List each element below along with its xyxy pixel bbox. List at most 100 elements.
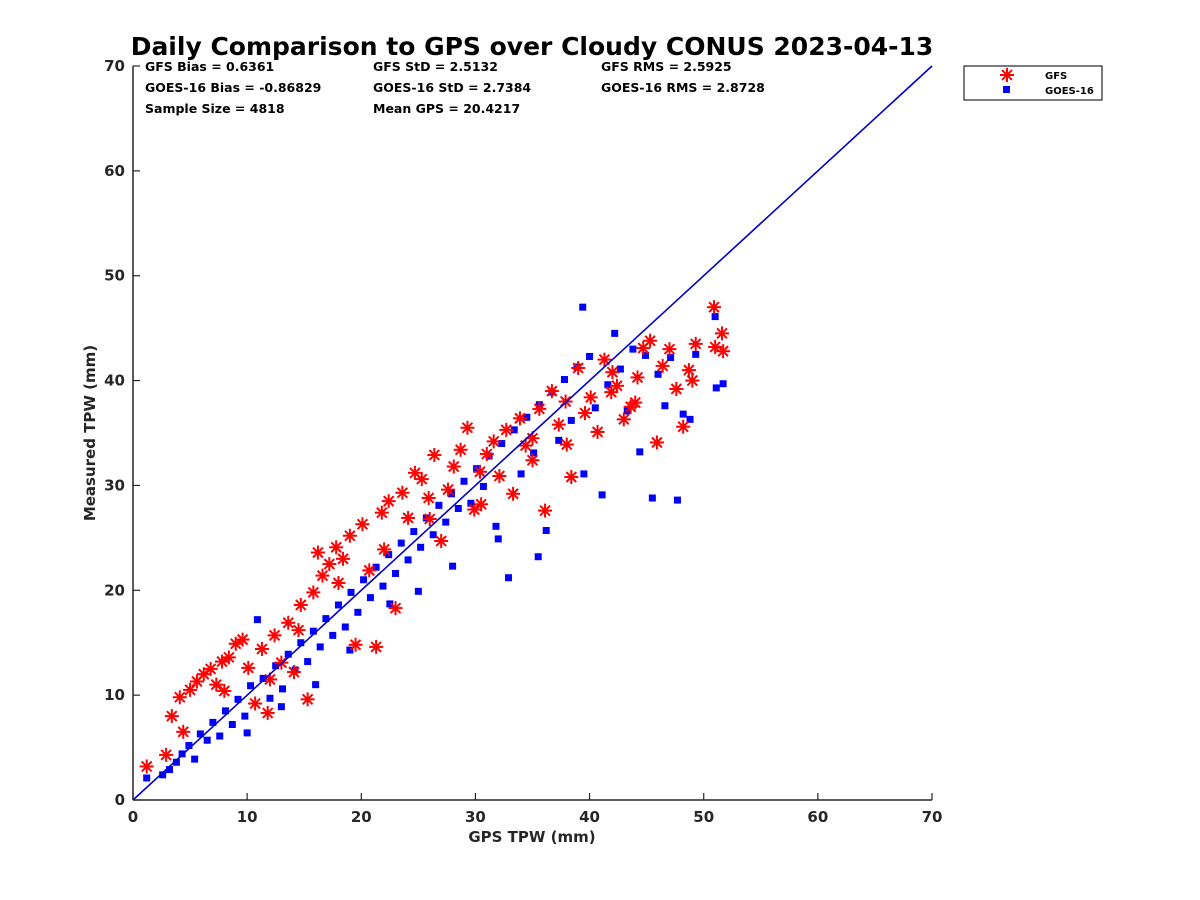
goes16-point [243, 729, 251, 737]
gfs-point [460, 420, 475, 435]
goes16-point [460, 477, 468, 485]
goes16-point [711, 313, 719, 321]
x-axis-label: GPS TPW (mm) [468, 828, 595, 846]
goes16-point [560, 376, 568, 384]
gfs-point [241, 660, 256, 675]
goes16-point [392, 570, 400, 578]
goes16-point [347, 588, 355, 596]
goes16-point [510, 426, 518, 434]
goes16-point [284, 650, 292, 658]
gfs-point [605, 365, 620, 380]
gfs-point [453, 442, 468, 457]
chart-title: Daily Comparison to GPS over Cloudy CONU… [131, 32, 934, 61]
gfs-point [248, 696, 263, 711]
gfs-point [381, 494, 396, 509]
gfs-legend-asterisk [1000, 68, 1014, 82]
gfs-point [688, 336, 703, 351]
gfs-point [286, 665, 301, 680]
gfs-point [306, 585, 321, 600]
legend-box [963, 65, 1103, 101]
goes16-point [661, 402, 669, 410]
goes16-point [228, 721, 236, 729]
goes16-point [616, 365, 624, 373]
legend-goes-marker [1003, 86, 1010, 93]
gfs-point [486, 434, 501, 449]
x-tick-label: 60 [807, 808, 828, 826]
y-tick-label: 10 [104, 686, 125, 704]
goes16-point [598, 491, 606, 499]
gfs-point [499, 422, 514, 437]
y-tick-label: 20 [104, 581, 125, 599]
gfs-point [564, 470, 579, 485]
goes16-point [372, 563, 380, 571]
goes16-point [159, 771, 167, 779]
goes16-point [429, 531, 437, 539]
goes16-point [216, 732, 224, 740]
goes16-point [172, 758, 180, 766]
gfs-point [616, 412, 631, 427]
goes16-point [191, 755, 199, 763]
goes16-point [279, 685, 287, 693]
gfs-point [401, 510, 416, 525]
gfs-point [348, 637, 363, 652]
gfs-point [716, 344, 731, 359]
goes16-point [259, 674, 267, 682]
goes16-point [297, 639, 305, 647]
gfs-point [329, 540, 344, 555]
gfs-point [706, 300, 721, 315]
gfs-point [203, 661, 218, 676]
goes16-point [304, 658, 312, 666]
gfs-point [655, 358, 670, 373]
gfs-point [538, 503, 553, 518]
gfs-point [590, 424, 605, 439]
goes16-point [719, 380, 727, 388]
gfs-point [159, 747, 174, 762]
gfs-point [676, 419, 691, 434]
gfs-point [183, 682, 198, 697]
gfs-point [649, 435, 664, 450]
gfs-point [281, 615, 296, 630]
goes16-point [498, 439, 506, 447]
goes16-point [312, 681, 320, 689]
goes16-point [591, 404, 599, 412]
goes16-point [673, 496, 681, 504]
goes16-point [586, 352, 594, 360]
goes16-point [629, 345, 637, 353]
gfs-point [315, 568, 330, 583]
gfs-point [472, 464, 487, 479]
goes16-point [221, 707, 229, 715]
gfs-point [474, 497, 489, 512]
gfs-point [395, 485, 410, 500]
goes16-point [479, 482, 487, 490]
y-tick-label: 30 [104, 476, 125, 494]
goes16-point [322, 615, 330, 623]
goes16-point [435, 501, 443, 509]
y-axis-label: Measured TPW (mm) [81, 345, 99, 521]
gfs-point [643, 333, 658, 348]
stat-goes-rms: GOES-16 RMS = 2.8728 [601, 80, 765, 95]
gfs-point [578, 406, 593, 421]
x-tick-label: 30 [465, 808, 486, 826]
goes16-point [712, 384, 720, 392]
stat-gfs-rms: GFS RMS = 2.5925 [601, 59, 732, 74]
gfs-point [322, 557, 337, 572]
gfs-point [209, 677, 224, 692]
stat-gfs-bias: GFS Bias = 0.6361 [145, 59, 274, 74]
gfs-point [604, 385, 619, 400]
gfs-point [139, 759, 154, 774]
gfs-point [492, 468, 507, 483]
goes16-point [417, 543, 425, 551]
goes16-point [196, 730, 204, 738]
goes16-point [234, 695, 242, 703]
x-tick-label: 40 [579, 808, 600, 826]
y-tick-label: 50 [104, 267, 125, 285]
goes16-point [209, 718, 217, 726]
gfs-point [662, 342, 677, 357]
goes16-point [404, 556, 412, 564]
goes16-point [679, 410, 687, 418]
gfs-point [421, 491, 436, 506]
goes16-point [517, 470, 525, 478]
goes16-point [523, 413, 531, 421]
gfs-point [506, 486, 521, 501]
